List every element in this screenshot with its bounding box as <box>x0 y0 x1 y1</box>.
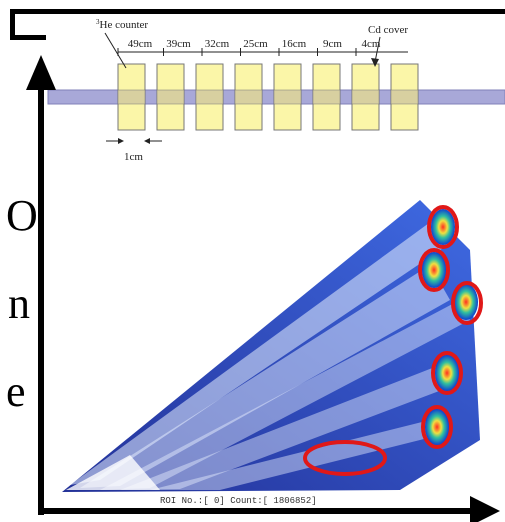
counter-core <box>118 90 145 104</box>
counter-core <box>235 90 262 104</box>
counter-core <box>352 90 379 104</box>
distance-label: 9cm <box>323 38 342 50</box>
distance-label: 49cm <box>128 38 153 50</box>
distance-label: 32cm <box>205 38 230 50</box>
gap-label: 1cm <box>124 151 143 163</box>
side-letters: One <box>6 191 38 416</box>
side-letter: O <box>6 191 38 240</box>
frame <box>10 9 505 40</box>
distance-label: 16cm <box>282 38 307 50</box>
roi-text: ROI No.:[ 0] Count:[ 1806852] <box>160 496 317 506</box>
detector-diagram: 3He counter Cd cover 1cm <box>48 18 505 163</box>
distance-label: 4cm <box>362 38 381 50</box>
counter-core <box>157 90 184 104</box>
distance-label: 39cm <box>166 38 191 50</box>
counter-label: 3He counter <box>96 18 148 31</box>
counter-core <box>196 90 223 104</box>
side-letter: n <box>8 279 30 328</box>
distance-label: 25cm <box>243 38 268 50</box>
slide: 3He counter Cd cover 1cm ROI No.:[ <box>0 0 505 522</box>
page: {"diagram": { "counter_label": {"sup": "… <box>0 0 505 522</box>
cover-label: Cd cover <box>368 24 408 36</box>
neutron-image: ROI No.:[ 0] Count:[ 1806852] <box>62 200 481 506</box>
counter-core <box>313 90 340 104</box>
counter-core <box>391 90 418 104</box>
side-letter: e <box>6 367 26 416</box>
counter-core <box>274 90 301 104</box>
